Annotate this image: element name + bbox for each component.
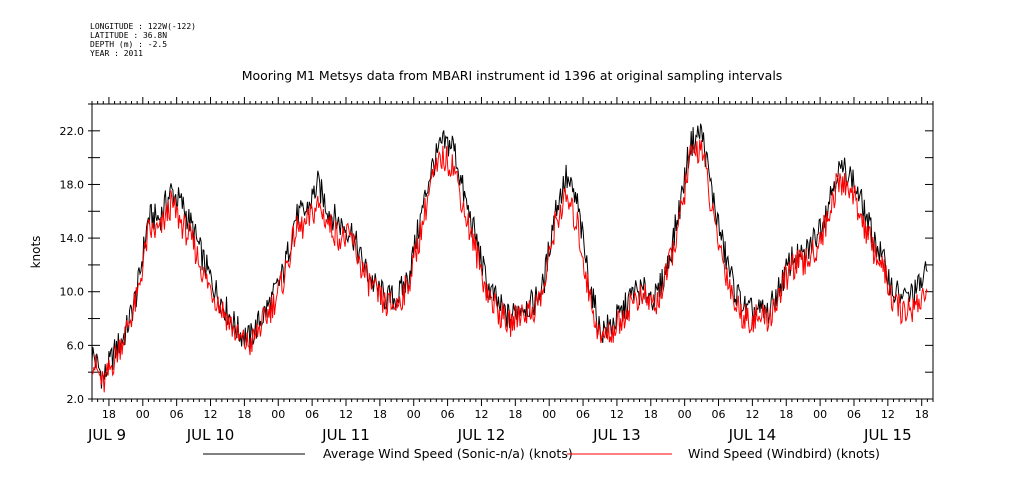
y-tick-label: 10.0 <box>60 286 85 299</box>
x-hour-label: 12 <box>745 408 759 421</box>
x-hour-label: 00 <box>678 408 692 421</box>
x-hour-label: 12 <box>881 408 895 421</box>
plot-frame <box>91 103 934 400</box>
x-hour-label: 06 <box>170 408 184 421</box>
x-day-label: JUL 14 <box>728 426 777 444</box>
x-hour-label: 12 <box>474 408 488 421</box>
x-hour-label: 00 <box>136 408 150 421</box>
x-hour-label: 12 <box>204 408 218 421</box>
x-hour-label: 12 <box>610 408 624 421</box>
x-day-label: JUL 13 <box>592 426 641 444</box>
x-hour-label: 00 <box>542 408 556 421</box>
y-tick-label: 18.0 <box>60 178 85 191</box>
year-label: YEAR : 2011 <box>90 49 143 58</box>
legend-label: Average Wind Speed (Sonic-n/a) (knots) <box>323 446 573 461</box>
x-hour-label: 18 <box>373 408 387 421</box>
legend: Average Wind Speed (Sonic-n/a) (knots) Wi… <box>203 446 880 461</box>
x-hour-label: 18 <box>508 408 522 421</box>
x-hour-label: 06 <box>712 408 726 421</box>
x-hour-label: 18 <box>915 408 929 421</box>
series-layer <box>91 123 928 393</box>
x-hour-label: 12 <box>339 408 353 421</box>
x-hour-label: 18 <box>102 408 116 421</box>
depth-label: DEPTH (m) : -2.5 <box>90 40 168 49</box>
y-tick-label: 14.0 <box>60 232 85 245</box>
chart-title: Mooring M1 Metsys data from MBARI instru… <box>242 68 783 83</box>
x-hour-label: 06 <box>441 408 455 421</box>
x-day-label: JUL 12 <box>457 426 506 444</box>
legend-label: Wind Speed (Windbird) (knots) <box>688 446 880 461</box>
x-day-label: JUL 10 <box>186 426 235 444</box>
x-hour-label: 06 <box>847 408 861 421</box>
x-day-label: JUL 11 <box>321 426 370 444</box>
y-axis-label: knots <box>29 236 43 269</box>
x-hour-label: 18 <box>644 408 658 421</box>
axis-ticks <box>88 97 934 406</box>
x-day-label: JUL 9 <box>87 426 126 444</box>
y-tick-label: 6.0 <box>67 339 85 352</box>
x-hour-label: 18 <box>779 408 793 421</box>
series-line-windbird <box>91 139 928 393</box>
x-hour-label: 18 <box>237 408 251 421</box>
longitude-label: LONGITUDE : 122W(-122) <box>90 22 196 31</box>
x-hour-label: 06 <box>305 408 319 421</box>
x-hour-label: 00 <box>813 408 827 421</box>
x-hour-label: 00 <box>271 408 285 421</box>
y-tick-label: 22.0 <box>60 125 85 138</box>
metadata-block: LONGITUDE : 122W(-122) LATITUDE : 36.8N … <box>90 22 196 58</box>
x-hour-label: 06 <box>576 408 590 421</box>
latitude-label: LATITUDE : 36.8N <box>90 31 168 40</box>
x-day-label: JUL 15 <box>863 426 912 444</box>
axis-labels: 2.0 6.0 10.0 14.0 18.0 22.0 18 00 06 12 18 00 06 12 18… <box>60 125 929 444</box>
y-tick-label: 2.0 <box>67 393 85 406</box>
x-hour-label: 00 <box>407 408 421 421</box>
